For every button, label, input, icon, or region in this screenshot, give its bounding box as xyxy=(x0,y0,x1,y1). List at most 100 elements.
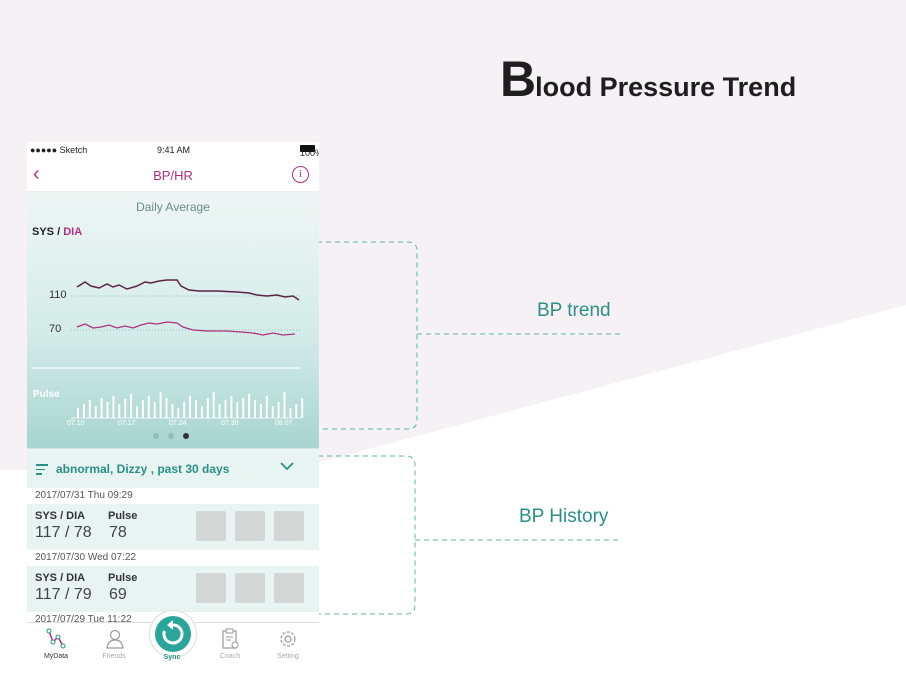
pulse-bar xyxy=(218,404,221,418)
sys-dia-value: 117 / 79 xyxy=(35,586,92,603)
page-dot[interactable] xyxy=(153,433,159,439)
pulse-bar xyxy=(77,408,79,418)
filter-bar[interactable]: abnormal, Dizzy , past 30 days xyxy=(27,448,319,488)
history-bracket xyxy=(300,455,416,615)
pulse-bar xyxy=(230,396,233,418)
battery-text: 100% xyxy=(300,148,319,158)
dia-label: DIA xyxy=(63,226,83,238)
gear-icon xyxy=(280,631,296,647)
pulse-bar xyxy=(289,408,292,418)
pulse-bar xyxy=(277,402,280,418)
pulse-bar xyxy=(147,396,150,418)
pulse-label: Pulse xyxy=(33,389,60,400)
pulse-bar xyxy=(106,402,109,418)
pulse-bar xyxy=(236,402,239,418)
pulse-bar xyxy=(195,400,197,418)
pulse-bar xyxy=(183,402,186,418)
xtick-0: 07.10 xyxy=(67,420,85,427)
info-icon[interactable]: i xyxy=(292,166,309,183)
carrier-text: ●●●●● Sketch xyxy=(30,145,88,155)
pulse-bar xyxy=(248,394,251,418)
pulse-bar xyxy=(82,404,85,418)
pulse-bar xyxy=(112,396,115,418)
pulse-bar xyxy=(100,398,103,418)
sync-button[interactable] xyxy=(149,610,197,658)
status-bar: ●●●●● Sketch 9:41 AM 100% xyxy=(27,142,319,159)
sys-dia-value: 117 / 78 xyxy=(35,524,92,541)
pulse-bars xyxy=(77,392,304,418)
chevron-left-icon[interactable]: ‹ xyxy=(33,163,40,185)
pulse-bar xyxy=(94,406,97,418)
record-date: 2017/07/31 Thu 09:29 xyxy=(27,488,319,504)
pulse-bar xyxy=(254,400,256,418)
pulse-bar xyxy=(212,392,215,418)
page-indicator[interactable] xyxy=(153,433,189,439)
tab-label: Sync xyxy=(163,654,181,661)
pulse-bar xyxy=(159,392,162,418)
list-item[interactable]: SYS / DIA Pulse 117 / 79 69 xyxy=(27,566,319,612)
battery-status: 100% xyxy=(300,145,319,158)
photo-thumbnail[interactable] xyxy=(196,511,226,541)
annotation-bp-history: BP History xyxy=(519,506,609,527)
sys-dia-label: SYS / DIA xyxy=(35,510,86,522)
pulse-bar xyxy=(141,400,144,418)
sys-series-line xyxy=(76,279,300,301)
mydata-icon xyxy=(46,628,66,649)
nav-bar: ‹ BP/HR i xyxy=(27,159,319,192)
chevron-down-icon[interactable] xyxy=(279,459,295,477)
battery-icon xyxy=(300,145,315,152)
annotation-bp-trend: BP trend xyxy=(537,300,611,321)
filter-icon[interactable] xyxy=(36,464,48,478)
xtick-1: 07.17 xyxy=(118,420,136,427)
clock-text: 9:41 AM xyxy=(157,145,191,155)
headline-text: lood Pressure Trend xyxy=(535,72,797,102)
page-headline: Blood Pressure Trend xyxy=(500,50,796,108)
page-dot-active[interactable] xyxy=(183,433,189,439)
pulse-bar xyxy=(200,406,203,418)
list-item[interactable]: SYS / DIA Pulse 117 / 78 78 xyxy=(27,504,319,550)
pulse-label: Pulse xyxy=(108,510,138,522)
xtick-3: 07.30 xyxy=(221,420,239,427)
ytick-70: 70 xyxy=(49,323,62,335)
pulse-bar xyxy=(283,392,286,418)
dia-series-line xyxy=(76,321,296,336)
photo-thumbnail[interactable] xyxy=(235,511,265,541)
coach-icon xyxy=(222,628,239,649)
pulse-bar xyxy=(295,404,298,418)
bp-trend-chart[interactable]: Daily Average SYS / DIA 110 70 Pulse 07.… xyxy=(27,192,319,448)
pulse-bar xyxy=(271,406,274,418)
pulse-bar xyxy=(153,402,156,418)
trend-bracket xyxy=(290,241,418,430)
pulse-bar xyxy=(189,396,192,418)
trend-title: Daily Average xyxy=(136,200,210,214)
xtick-4: 08.07 xyxy=(275,420,293,427)
pulse-bar xyxy=(177,408,180,418)
pulse-bar xyxy=(88,400,91,418)
pulse-bar xyxy=(224,400,227,418)
tab-label: Friends xyxy=(102,653,126,660)
page-dot[interactable] xyxy=(168,433,174,439)
pulse-value: 69 xyxy=(109,586,127,603)
filter-text[interactable]: abnormal, Dizzy , past 30 days xyxy=(56,462,230,476)
photo-thumbnail[interactable] xyxy=(274,573,304,603)
pulse-bar xyxy=(136,406,138,418)
photo-thumbnail[interactable] xyxy=(235,573,265,603)
pulse-bar xyxy=(242,398,245,418)
pulse-bar xyxy=(265,396,268,418)
sys-label: SYS xyxy=(32,226,55,238)
photo-thumbnail[interactable] xyxy=(274,511,304,541)
pulse-bar xyxy=(118,404,121,418)
headline-initial: B xyxy=(500,51,536,107)
photo-thumbnail[interactable] xyxy=(196,573,226,603)
trend-axis-title: SYS / DIA xyxy=(32,226,82,238)
tab-label: MyData xyxy=(43,653,69,660)
pulse-bar xyxy=(124,399,127,418)
pulse-bar xyxy=(259,404,262,418)
pulse-value: 78 xyxy=(109,524,127,541)
record-date: 2017/07/30 Wed 07:22 xyxy=(27,550,319,566)
friends-icon xyxy=(106,629,124,649)
pulse-bar xyxy=(165,398,168,418)
xtick-2: 07.24 xyxy=(169,420,187,427)
